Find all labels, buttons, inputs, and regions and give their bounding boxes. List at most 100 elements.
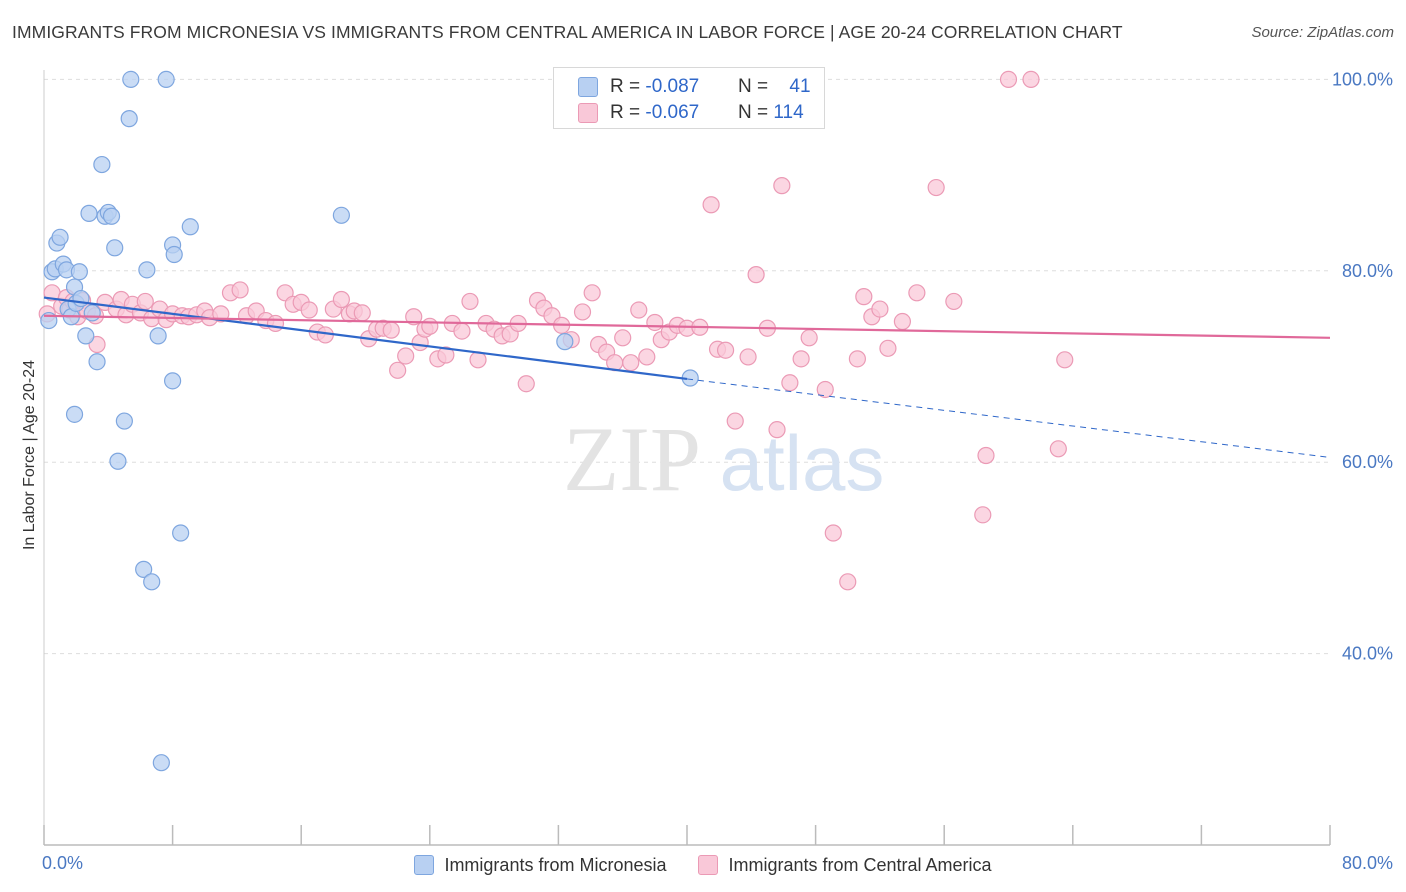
legend-item-micronesia[interactable]: Immigrants from Micronesia <box>414 855 666 876</box>
stats-row-central-america: R = -0.067 N = 114 <box>578 100 804 126</box>
data-point <box>999 70 1018 89</box>
y-tick-label: 60.0% <box>1342 452 1393 472</box>
y-tick-label: 80.0% <box>1342 261 1393 281</box>
data-point <box>747 266 765 284</box>
legend-swatch-micronesia <box>414 855 435 875</box>
data-point <box>945 292 963 311</box>
data-point <box>461 292 479 311</box>
data-point <box>93 155 111 174</box>
swatch-micronesia <box>578 77 598 97</box>
data-point <box>702 196 720 214</box>
data-point <box>739 348 757 366</box>
data-point <box>824 524 842 542</box>
tick-labels: 100.0% 80.0% 60.0% 40.0% 0.0% 80.0% <box>42 69 1393 873</box>
data-point <box>800 329 818 347</box>
data-point <box>1022 70 1040 89</box>
data-point <box>80 204 98 222</box>
watermark-zip: ZIP <box>563 408 701 510</box>
y-axis-title: In Labor Force | Age 20-24 <box>21 360 38 550</box>
trend-lines <box>43 296 1331 458</box>
trend-line <box>43 314 1331 339</box>
data-point <box>332 290 350 309</box>
data-point <box>816 380 834 399</box>
data-point <box>927 178 945 197</box>
data-point <box>871 300 889 318</box>
n-value: 114 <box>773 102 804 123</box>
data-point <box>437 346 455 364</box>
data-point <box>164 372 182 390</box>
n-value: 41 <box>789 76 811 97</box>
data-point <box>115 412 133 430</box>
data-point <box>266 314 285 333</box>
series-central-america <box>38 70 1074 591</box>
data-point <box>231 281 249 299</box>
data-point <box>70 263 88 281</box>
data-point <box>517 375 535 393</box>
data-point <box>143 573 161 591</box>
r-value: -0.067 <box>645 102 700 123</box>
n-label: N = <box>738 102 774 123</box>
data-point <box>977 446 995 465</box>
data-point <box>716 341 735 359</box>
swatch-central-america <box>578 103 598 123</box>
n-label: N = <box>738 76 774 97</box>
trend-line-extension <box>686 378 1331 458</box>
data-point <box>893 312 912 331</box>
data-point <box>106 239 124 257</box>
data-point <box>879 339 897 357</box>
data-point <box>908 284 926 302</box>
data-point <box>781 374 799 392</box>
watermark: ZIP atlas <box>563 408 884 510</box>
stats-row-micronesia: R = -0.087 N = 41 <box>578 74 811 100</box>
data-point <box>768 421 786 439</box>
data-point <box>583 284 601 302</box>
watermark-atlas: atlas <box>720 419 885 507</box>
grid-lines <box>44 78 1330 655</box>
data-point <box>77 327 95 345</box>
y-tick-label: 100.0% <box>1332 69 1393 89</box>
trend-line <box>43 296 688 381</box>
legend-item-central-america[interactable]: Immigrants from Central America <box>698 854 992 876</box>
axes <box>43 70 1331 846</box>
data-point <box>622 354 640 372</box>
data-point <box>109 452 127 470</box>
data-point <box>72 289 90 308</box>
stats-legend: R = -0.087 N = 41 R = -0.067 N = 114 <box>553 67 825 129</box>
data-point <box>300 301 318 319</box>
data-point <box>389 361 407 379</box>
data-point <box>773 177 791 195</box>
legend-label-micronesia: Immigrants from Micronesia <box>444 854 667 875</box>
data-point <box>1049 440 1067 458</box>
data-point <box>51 228 69 246</box>
data-point <box>848 350 866 368</box>
data-point <box>353 304 371 322</box>
data-point <box>149 327 167 345</box>
data-point <box>382 321 400 339</box>
data-point <box>1056 351 1074 369</box>
data-point <box>165 245 183 264</box>
source-credit: Source: ZipAtlas.com <box>1251 24 1394 41</box>
data-point <box>181 218 199 236</box>
data-point <box>453 322 471 340</box>
r-label: R = <box>610 102 646 123</box>
series-micronesia <box>40 70 699 772</box>
data-point <box>630 301 648 319</box>
data-point <box>102 207 121 225</box>
data-point <box>136 292 154 311</box>
data-point <box>556 333 574 351</box>
r-label: R = <box>610 76 646 97</box>
data-point <box>65 405 84 423</box>
data-point <box>638 348 656 366</box>
data-point <box>614 329 632 347</box>
data-point <box>157 70 175 89</box>
data-point <box>792 350 810 368</box>
data-point <box>88 353 106 371</box>
data-point <box>172 524 190 542</box>
data-point <box>83 304 101 322</box>
data-point <box>855 288 873 306</box>
data-point <box>120 110 138 128</box>
data-point <box>573 303 592 321</box>
series-legend: Immigrants from Micronesia Immigrants fr… <box>0 850 1406 880</box>
legend-label-central-america: Immigrants from Central America <box>728 854 992 875</box>
